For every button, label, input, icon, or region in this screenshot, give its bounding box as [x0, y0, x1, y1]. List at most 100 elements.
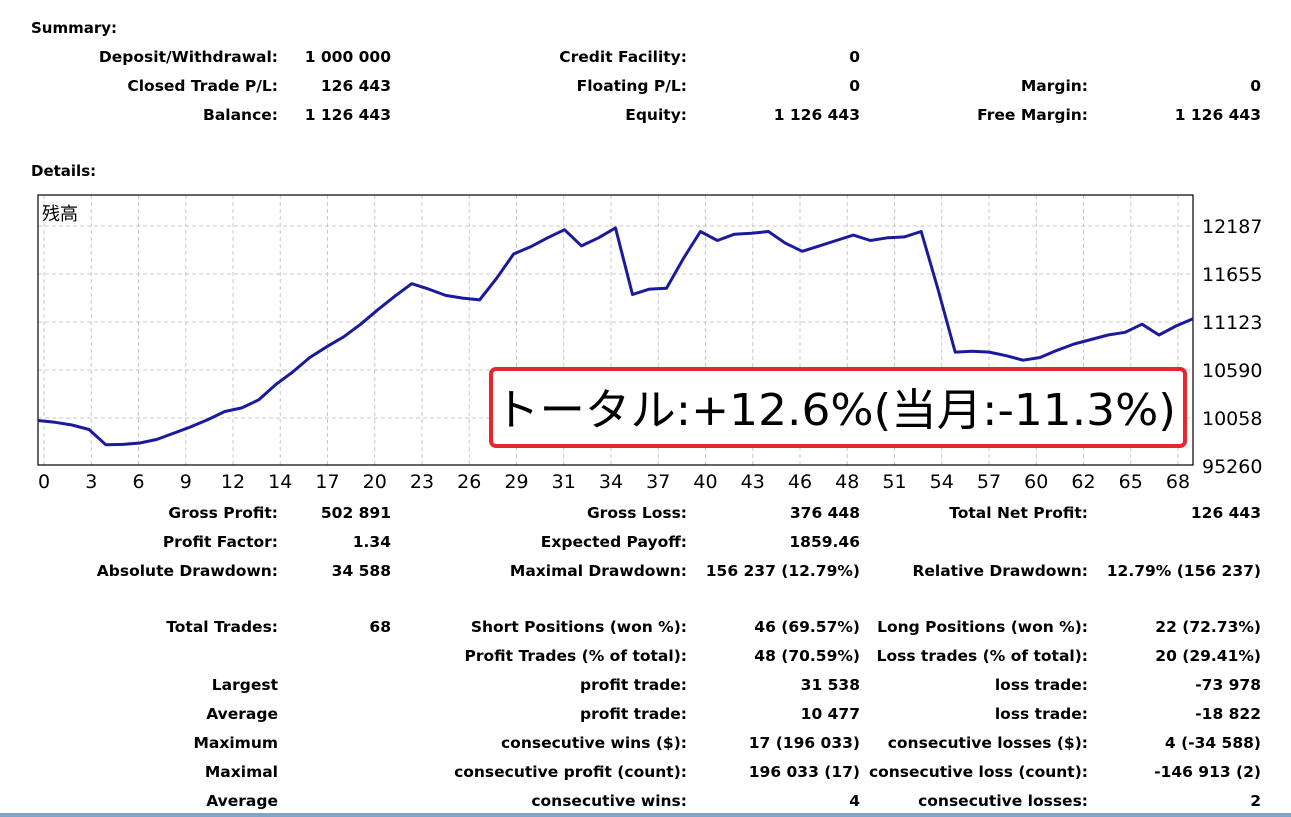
floating-label: Floating P/L: — [576, 77, 687, 95]
detail-value: 34 588 — [331, 562, 391, 580]
detail-label: consecutive loss (count): — [868, 763, 1088, 781]
detail-value: 48 (70.59%) — [754, 647, 860, 665]
x-tick-label: 23 — [410, 471, 434, 493]
detail-label: Profit Factor: — [162, 533, 278, 551]
detail-value: 126 443 — [1190, 504, 1261, 522]
x-tick-label: 29 — [504, 471, 528, 493]
margin-label: Margin: — [1020, 77, 1088, 95]
detail-value: 4 — [849, 792, 860, 810]
summary-title: Summary: — [31, 19, 118, 37]
details-title: Details: — [31, 162, 97, 180]
detail-value: 68 — [369, 618, 391, 636]
x-tick-label: 46 — [788, 471, 812, 493]
detail-label: consecutive wins ($): — [500, 734, 687, 752]
detail-label: Gross Profit: — [168, 504, 278, 522]
detail-label: Average — [206, 705, 278, 723]
x-tick-label: 3 — [85, 471, 97, 493]
detail-value: 12.79% (156 237) — [1106, 562, 1261, 580]
detail-label: consecutive wins: — [531, 792, 687, 810]
x-tick-label: 17 — [315, 471, 339, 493]
balance-label: Balance: — [203, 106, 278, 124]
detail-label: Profit Trades (% of total): — [464, 647, 687, 665]
y-tick-label: 10590 — [1202, 360, 1262, 382]
x-tick-label: 9 — [180, 471, 192, 493]
y-tick-label: 10058 — [1202, 408, 1262, 430]
detail-label: loss trade: — [994, 705, 1088, 723]
x-tick-label: 60 — [1024, 471, 1048, 493]
closed-pl-label: Closed Trade P/L: — [127, 77, 278, 95]
x-tick-label: 57 — [977, 471, 1001, 493]
x-tick-label: 37 — [646, 471, 670, 493]
x-tick-label: 68 — [1166, 471, 1190, 493]
free-margin-label: Free Margin: — [977, 106, 1088, 124]
detail-label: Short Positions (won %): — [470, 618, 687, 636]
detail-label: Relative Drawdown: — [912, 562, 1088, 580]
detail-label: Total Trades: — [166, 618, 278, 636]
detail-value: 1.34 — [352, 533, 391, 551]
detail-label: Total Net Profit: — [949, 504, 1088, 522]
y-tick-label: 11655 — [1202, 264, 1262, 286]
detail-label: Long Positions (won %): — [877, 618, 1088, 636]
y-tick-label: 11123 — [1202, 312, 1262, 334]
x-tick-label: 62 — [1071, 471, 1095, 493]
detail-label: Maximal — [204, 763, 278, 781]
balance-value: 1 126 443 — [304, 106, 391, 124]
floating-value: 0 — [849, 77, 860, 95]
detail-value: 376 448 — [789, 504, 860, 522]
detail-label: consecutive profit (count): — [454, 763, 687, 781]
x-tick-label: 43 — [741, 471, 765, 493]
x-tick-label: 0 — [38, 471, 50, 493]
x-tick-label: 14 — [268, 471, 292, 493]
detail-label: profit trade: — [579, 676, 687, 694]
x-tick-label: 40 — [693, 471, 717, 493]
detail-value: 196 033 (17) — [748, 763, 860, 781]
detail-value: 20 (29.41%) — [1155, 647, 1261, 665]
detail-label: loss trade: — [994, 676, 1088, 694]
x-tick-labels: 0 3 6 9 12 14 17 20 23 26 29 31 34 37 40 43 46 48 51 54 57 60… — [38, 471, 1190, 493]
x-tick-label: 26 — [457, 471, 481, 493]
detail-value: -73 978 — [1195, 676, 1261, 694]
detail-value: 156 237 (12.79%) — [705, 562, 860, 580]
x-tick-label: 20 — [363, 471, 387, 493]
x-tick-label: 31 — [552, 471, 576, 493]
detail-label: consecutive losses ($): — [887, 734, 1088, 752]
detail-label: Average — [206, 792, 278, 810]
x-tick-label: 48 — [835, 471, 859, 493]
detail-value: 17 (196 033) — [748, 734, 860, 752]
x-tick-label: 51 — [882, 471, 906, 493]
chart-series-label: 残高 — [42, 204, 78, 225]
detail-label: Loss trades (% of total): — [876, 647, 1088, 665]
balance-line — [37, 226, 1194, 447]
equity-label: Equity: — [625, 106, 687, 124]
detail-label: Expected Payoff: — [540, 533, 687, 551]
equity-value: 1 126 443 — [773, 106, 860, 124]
detail-value: 46 (69.57%) — [754, 618, 860, 636]
detail-label: Maximum — [193, 734, 278, 752]
free-margin-value: 1 126 443 — [1174, 106, 1261, 124]
x-tick-label: 34 — [599, 471, 623, 493]
annotation-text: トータル:+12.6%(当月:-11.3%) — [494, 385, 1176, 436]
y-tick-label: 95260 — [1202, 456, 1262, 478]
detail-value: -18 822 — [1195, 705, 1261, 723]
deposit-value: 1 000 000 — [304, 48, 391, 66]
detail-value: 2 — [1250, 792, 1261, 810]
credit-value: 0 — [849, 48, 860, 66]
deposit-label: Deposit/Withdrawal: — [98, 48, 278, 66]
detail-label: Absolute Drawdown: — [96, 562, 278, 580]
x-tick-label: 6 — [132, 471, 144, 493]
detail-label: Gross Loss: — [586, 504, 687, 522]
detail-value: 1859.46 — [789, 533, 860, 551]
y-tick-labels: 12187 11655 11123 10590 10058 95260 — [1202, 216, 1262, 478]
detail-value: 31 538 — [800, 676, 860, 694]
credit-label: Credit Facility: — [559, 48, 687, 66]
closed-pl-value: 126 443 — [320, 77, 391, 95]
chart-frame — [37, 194, 1194, 466]
x-tick-label: 12 — [221, 471, 245, 493]
detail-label: consecutive losses: — [918, 792, 1088, 810]
x-tick-label: 65 — [1119, 471, 1143, 493]
detail-value: 22 (72.73%) — [1155, 618, 1261, 636]
window-bottom-border — [0, 813, 1291, 817]
detail-value: 10 477 — [800, 705, 860, 723]
x-tick-label: 54 — [930, 471, 954, 493]
balance-chart: 残高 0 3 6 9 12 14 17 20 23 26 29 31 34 37 40 43 46 48 51 54 5… — [37, 194, 1262, 493]
